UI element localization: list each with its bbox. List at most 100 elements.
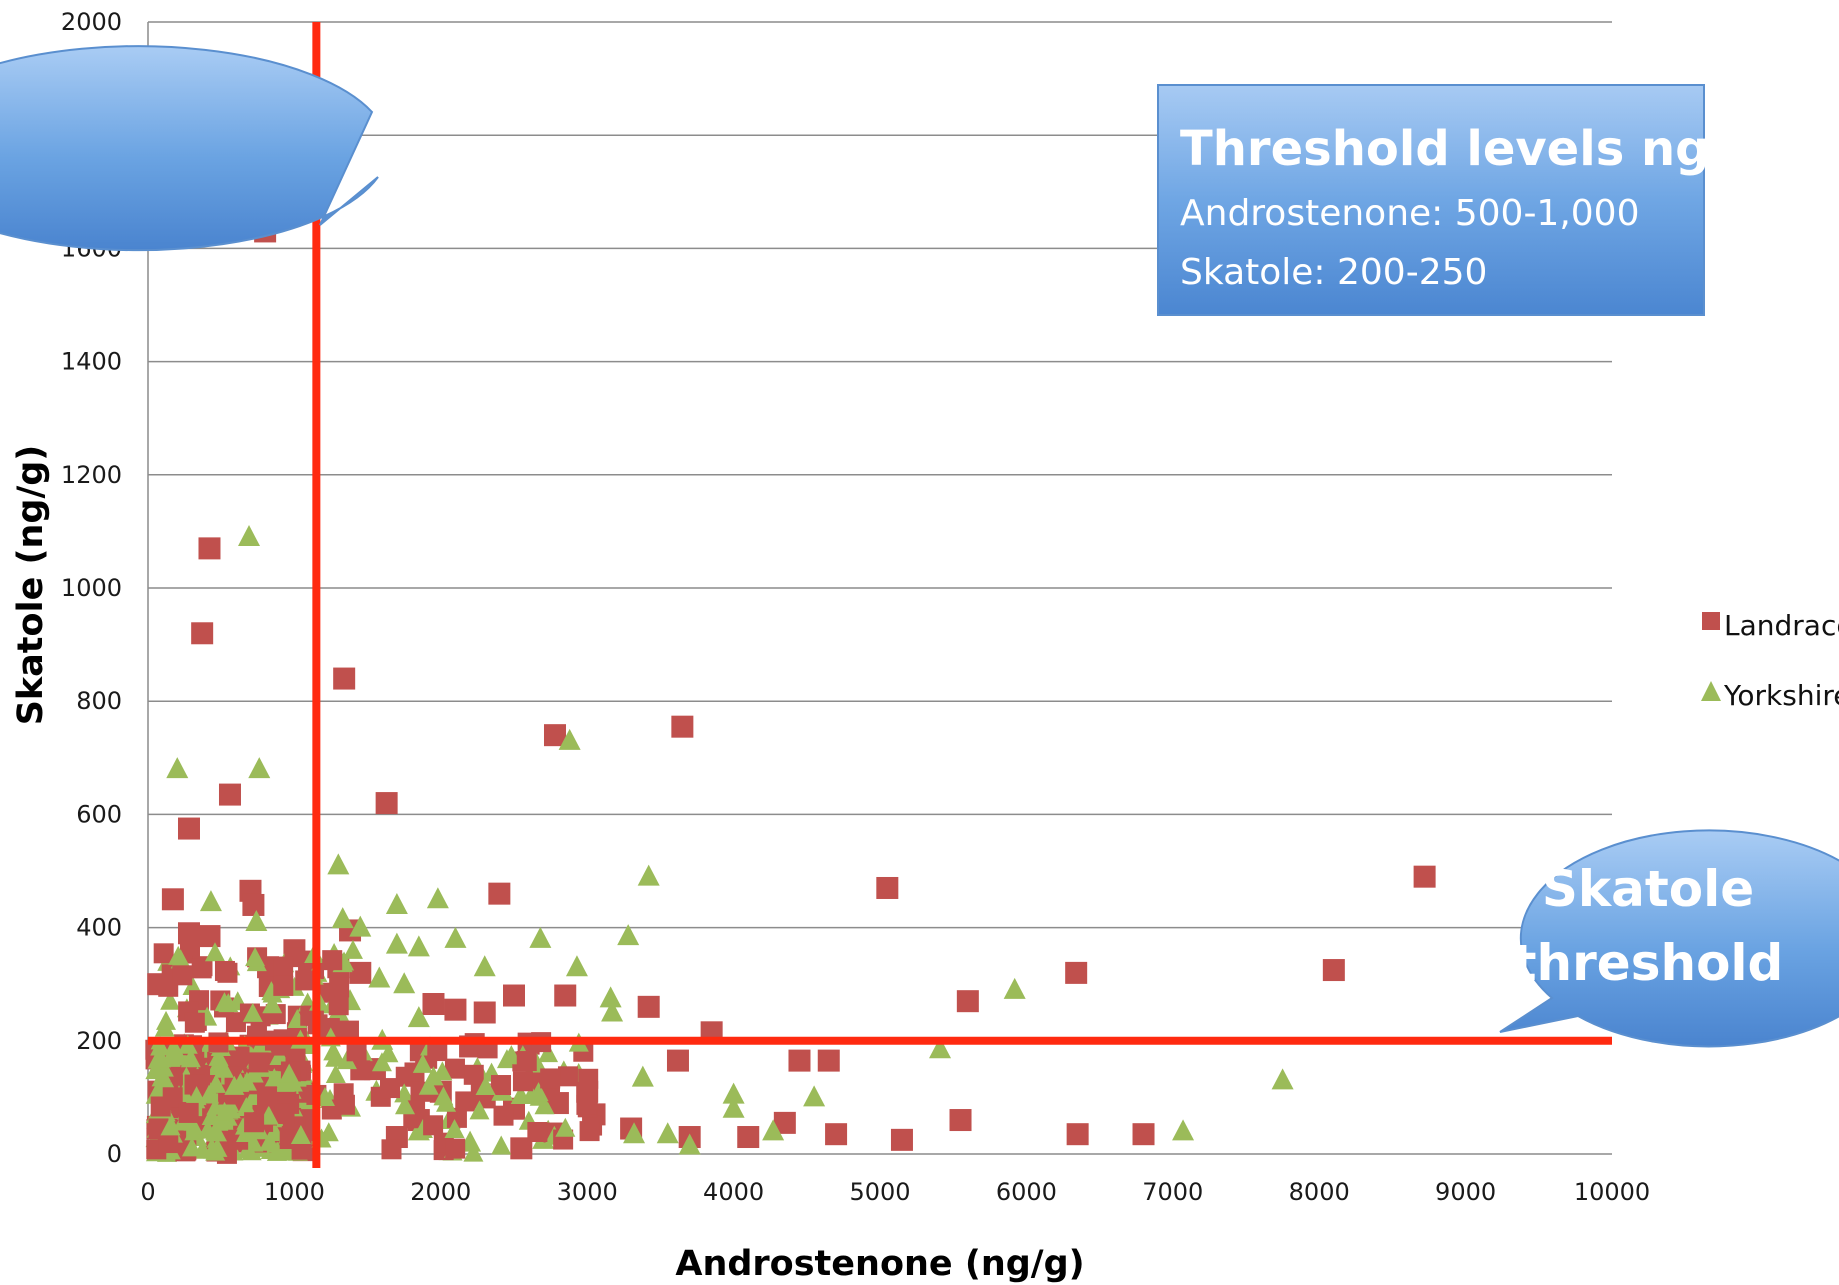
point-yorkshire (436, 1092, 457, 1112)
point-landrace (554, 984, 577, 1007)
point-landrace (1413, 865, 1436, 888)
point-yorkshire (160, 990, 181, 1010)
point-yorkshire (803, 1085, 826, 1107)
y-tick-label: 200 (76, 1027, 122, 1055)
point-yorkshire (426, 887, 449, 909)
point-landrace (455, 1091, 476, 1112)
x-axis-title: Androstenone (ng/g) (675, 1244, 1084, 1284)
point-yorkshire (236, 1122, 257, 1142)
point-landrace (273, 975, 294, 996)
x-tick-label: 2000 (410, 1178, 471, 1206)
point-yorkshire (418, 1075, 439, 1095)
point-yorkshire (156, 1010, 177, 1030)
point-yorkshire (555, 1117, 576, 1137)
point-landrace (184, 1012, 205, 1033)
x-tick-label: 7000 (1142, 1178, 1203, 1206)
point-landrace (346, 1041, 367, 1062)
point-landrace (1132, 1123, 1155, 1146)
legend-label-yorkshire: Yorkshire (1723, 679, 1839, 712)
point-yorkshire (368, 966, 391, 988)
point-yorkshire (385, 932, 408, 954)
point-yorkshire (469, 1100, 490, 1120)
point-yorkshire (181, 1137, 202, 1157)
androstenone-threshold-callout: Androstenone threshold (0, 45, 786, 252)
point-landrace (395, 1066, 416, 1087)
point-landrace (817, 1049, 840, 1072)
point-landrace (446, 1107, 467, 1128)
point-landrace (488, 882, 511, 905)
point-yorkshire (202, 1139, 223, 1159)
point-landrace (510, 1137, 533, 1160)
point-yorkshire (290, 1124, 311, 1144)
point-yorkshire (325, 1064, 346, 1084)
legend-marker-yorkshire (1701, 681, 1721, 701)
point-yorkshire (242, 1002, 263, 1022)
point-landrace (191, 622, 214, 645)
point-yorkshire (245, 909, 268, 931)
point-landrace (1065, 961, 1088, 984)
point-landrace (557, 1066, 578, 1087)
y-tick-label: 0 (107, 1140, 122, 1168)
point-landrace (198, 925, 221, 948)
point-yorkshire (325, 1047, 346, 1067)
point-landrace (788, 1049, 811, 1072)
x-tick-label: 9000 (1435, 1178, 1496, 1206)
threshold-box-androstenone: Androstenone: 500-1,000 (1180, 193, 1640, 234)
point-landrace (444, 998, 467, 1021)
point-landrace (349, 961, 372, 984)
point-landrace (244, 1112, 265, 1133)
point-yorkshire (637, 864, 660, 886)
point-landrace (956, 990, 979, 1013)
point-landrace (153, 943, 174, 964)
y-tick-label: 400 (76, 914, 122, 942)
point-yorkshire (475, 1075, 496, 1095)
point-landrace (949, 1109, 972, 1132)
threshold-levels-box: Threshold levels ng/g Androstenone: 500-… (1157, 84, 1761, 316)
data-points (145, 220, 1436, 1164)
point-yorkshire (349, 915, 372, 937)
point-yorkshire (214, 992, 235, 1012)
point-yorkshire (617, 924, 640, 946)
point-yorkshire (262, 994, 283, 1014)
y-tick-label: 2000 (61, 8, 122, 36)
point-yorkshire (168, 945, 189, 965)
y-axis-title: Skatole (ng/g) (11, 445, 51, 726)
point-yorkshire (528, 1082, 549, 1102)
point-landrace (257, 1086, 278, 1107)
point-landrace (242, 893, 265, 916)
y-tick-label: 1000 (61, 574, 122, 602)
point-landrace (150, 1096, 171, 1117)
point-yorkshire (601, 1000, 624, 1022)
point-yorkshire (529, 926, 552, 948)
point-landrace (177, 922, 200, 945)
point-landrace (291, 1139, 312, 1160)
point-yorkshire (432, 1061, 453, 1081)
point-landrace (666, 1049, 689, 1072)
point-landrace (322, 950, 343, 971)
point-landrace (178, 1102, 199, 1123)
legend-marker-landrace (1702, 612, 1720, 630)
point-yorkshire (722, 1082, 745, 1104)
x-tick-label: 6000 (996, 1178, 1057, 1206)
point-yorkshire (1172, 1119, 1195, 1141)
x-tick-label: 5000 (849, 1178, 910, 1206)
point-landrace (248, 1052, 269, 1073)
point-landrace (381, 1139, 402, 1160)
point-landrace (172, 965, 193, 986)
point-landrace (825, 1123, 848, 1146)
point-yorkshire (238, 525, 261, 547)
point-yorkshire (206, 1073, 227, 1093)
point-landrace (198, 537, 221, 560)
point-landrace (543, 724, 566, 747)
point-landrace (333, 667, 356, 690)
point-yorkshire (510, 1085, 531, 1105)
point-landrace (578, 1068, 599, 1089)
point-yorkshire (207, 1122, 228, 1142)
point-landrace (214, 960, 235, 981)
point-yorkshire (407, 1006, 430, 1028)
point-landrace (503, 984, 525, 1007)
point-landrace (773, 1111, 796, 1134)
point-yorkshire (199, 1084, 220, 1104)
point-landrace (473, 1001, 496, 1024)
point-landrace (273, 956, 294, 977)
